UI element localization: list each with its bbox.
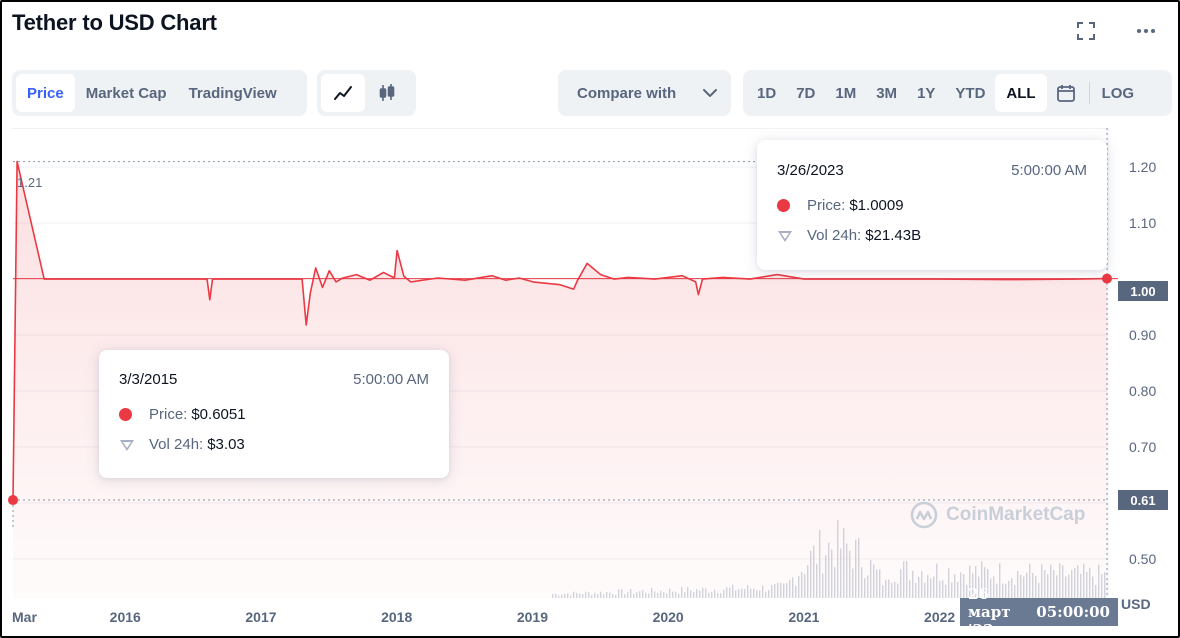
fullscreen-icon[interactable] [1073,18,1099,44]
latest-point-marker [1102,273,1112,284]
tooltip-first-vol-label: Vol 24h: [149,436,204,453]
more-options-icon[interactable] [1133,18,1159,44]
line-chart-icon[interactable] [321,74,365,112]
compare-with-label: Compare with [577,84,677,102]
price-series-dot [777,199,790,212]
x-axis-ticks: Mar20162017201820192020202120222023 [12,609,1091,625]
tooltip-first-price: $0.6051 [191,406,246,423]
tooltip-latest-date: 3/26/2023 [777,162,844,179]
watermark-text: CoinMarketCap [946,504,1086,525]
view-tabs: Price Market Cap TradingView [12,70,307,116]
plot-top-border [12,128,1108,129]
first-point-marker [8,495,18,506]
x-tick-label: 2020 [653,609,684,625]
range-3m[interactable]: 3M [876,84,898,102]
crosshair-time: 05:00:00 [1036,603,1110,621]
chart-type-toggle [317,70,416,116]
y-tick-label: 1.20 [1129,159,1156,175]
tab-market-cap[interactable]: Market Cap [85,84,167,102]
x-tick-label: 2016 [110,609,141,625]
chevron-down-icon [703,89,717,97]
x-tick-label: 2021 [788,609,819,625]
tooltip-latest-vol: $21.43B [865,227,922,244]
x-tick-label: 2022 [924,609,955,625]
tooltip-latest-time: 5:00:00 AM [1011,162,1087,179]
price-series-dot [119,408,132,421]
tooltip-latest-price: $1.0009 [849,197,904,214]
low-price-tag: 0.61 [1118,490,1168,510]
price-area-fill [13,161,1107,598]
range-1y[interactable]: 1Y [917,84,936,102]
range-7d[interactable]: 7D [796,84,816,102]
range-1m[interactable]: 1M [835,84,857,102]
tooltip-first-vol: $3.03 [207,436,245,453]
x-tick-label: 2018 [381,609,412,625]
range-all[interactable]: ALL [995,74,1047,112]
y-axis-ticks: 1.20 1.10 0.90 0.80 0.70 0.50 [1129,159,1156,567]
tooltip-first: 3/3/2015 5:00:00 AM Price: $0.6051 Vol 2… [99,350,449,478]
y-tick-label: 0.70 [1129,439,1156,455]
range-divider [1088,82,1090,104]
tooltip-latest: 3/26/2023 5:00:00 AM Price: $1.0009 Vol … [757,140,1107,270]
x-tick-label: Mar [12,609,37,625]
tooltip-latest-price-label: Price: [807,197,846,214]
chart-title: Tether to USD Chart [12,10,217,35]
volume-icon [778,230,792,242]
log-scale-toggle[interactable]: LOG [1101,84,1135,102]
y-tick-label: 0.90 [1129,327,1156,343]
high-price-label: 1.21 [17,175,42,190]
crosshair-date-tag: 26 март '23 05:00:00 [960,585,1118,638]
crosshair-date: 26 март '23 [968,585,1011,638]
y-tick-label: 0.80 [1129,383,1156,399]
candlestick-icon[interactable] [365,74,409,112]
compare-with-dropdown[interactable]: Compare with [558,70,731,116]
tooltip-latest-vol-label: Vol 24h: [807,227,862,244]
current-price-tag: 1.00 [1118,281,1168,301]
y-tick-label: 1.10 [1129,215,1156,231]
range-1d[interactable]: 1D [757,84,777,102]
tooltip-first-time: 5:00:00 AM [353,371,429,388]
tooltip-first-price-label: Price: [149,406,188,423]
volume-icon [120,439,134,451]
calendar-icon[interactable] [1047,74,1085,112]
x-tick-label: 2019 [517,609,548,625]
tab-price[interactable]: Price [16,74,75,112]
x-tick-label: 2017 [245,609,276,625]
tooltip-first-date: 3/3/2015 [119,371,178,388]
time-range-selector: 1D 7D 1M 3M 1Y YTD ALL LOG [743,70,1172,116]
coinmarketcap-logo-icon [910,501,938,529]
currency-label: USD [1121,596,1151,612]
range-ytd[interactable]: YTD [955,84,986,102]
y-tick-label: 0.50 [1129,551,1156,567]
coinmarketcap-watermark: CoinMarketCap [909,500,1085,530]
tab-tradingview[interactable]: TradingView [188,84,277,102]
